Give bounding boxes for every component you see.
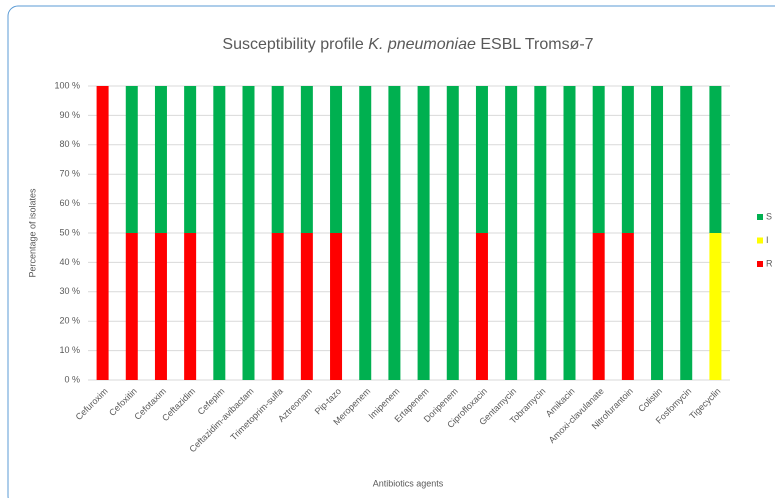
title-part: K. pneumoniae <box>368 36 476 53</box>
legend-label: I <box>766 235 769 245</box>
y-tick-label: 60 % <box>59 198 80 208</box>
bar-segment <box>184 86 197 233</box>
bar-segment <box>330 86 343 233</box>
y-tick-label: 0 % <box>64 374 80 384</box>
bar-segment <box>592 233 605 380</box>
bar-segment <box>680 86 693 380</box>
title-part: ESBL Tromsø-7 <box>480 36 593 53</box>
bar-segment <box>592 86 605 233</box>
y-tick-label: 50 % <box>59 227 80 237</box>
bar-segment <box>388 86 401 380</box>
bar-segment <box>213 86 226 380</box>
bar-segment <box>96 86 109 380</box>
y-tick-label: 10 % <box>59 345 80 355</box>
y-axis-label: Percentage of isolates <box>27 188 37 278</box>
legend-label: R <box>766 258 773 268</box>
bar-segment <box>651 86 664 380</box>
bar-segment <box>505 86 518 380</box>
bar-segment <box>184 233 197 380</box>
bar-segment <box>125 233 138 380</box>
bar-segment <box>154 86 167 233</box>
bar-segment <box>709 86 722 233</box>
chart-title: Susceptibility profile K. pneumoniae ESB… <box>222 36 593 53</box>
y-tick-label: 100 % <box>54 80 80 90</box>
legend-swatch <box>757 214 763 220</box>
y-tick-label: 70 % <box>59 169 80 179</box>
y-tick-label: 30 % <box>59 286 80 296</box>
y-tick-label: 90 % <box>59 110 80 120</box>
bar-segment <box>125 86 138 233</box>
bar-segment <box>300 233 313 380</box>
legend-swatch <box>757 261 763 267</box>
bar-segment <box>621 233 634 380</box>
y-tick-label: 20 % <box>59 316 80 326</box>
title-part: Susceptibility profile <box>222 36 364 53</box>
legend-swatch <box>757 237 763 244</box>
bar-segment <box>475 86 488 233</box>
bar-segment <box>300 86 313 233</box>
bar-segment <box>154 233 167 380</box>
bar-segment <box>475 233 488 380</box>
bar-segment <box>534 86 547 380</box>
bar-segment <box>330 233 343 380</box>
bar-segment <box>242 86 255 380</box>
y-tick-label: 80 % <box>59 139 80 149</box>
legend-label: S <box>766 211 772 221</box>
bar-segment <box>359 86 372 380</box>
bar-segment <box>271 86 284 233</box>
y-tick-label: 40 % <box>59 257 80 267</box>
bar-segment <box>563 86 576 380</box>
x-axis-label: Antibiotics agents <box>373 478 444 488</box>
bar-segment <box>709 233 722 380</box>
bar-segment <box>621 86 634 233</box>
bar-segment <box>271 233 284 380</box>
bar-segment <box>446 86 459 380</box>
bar-segment <box>417 86 430 380</box>
